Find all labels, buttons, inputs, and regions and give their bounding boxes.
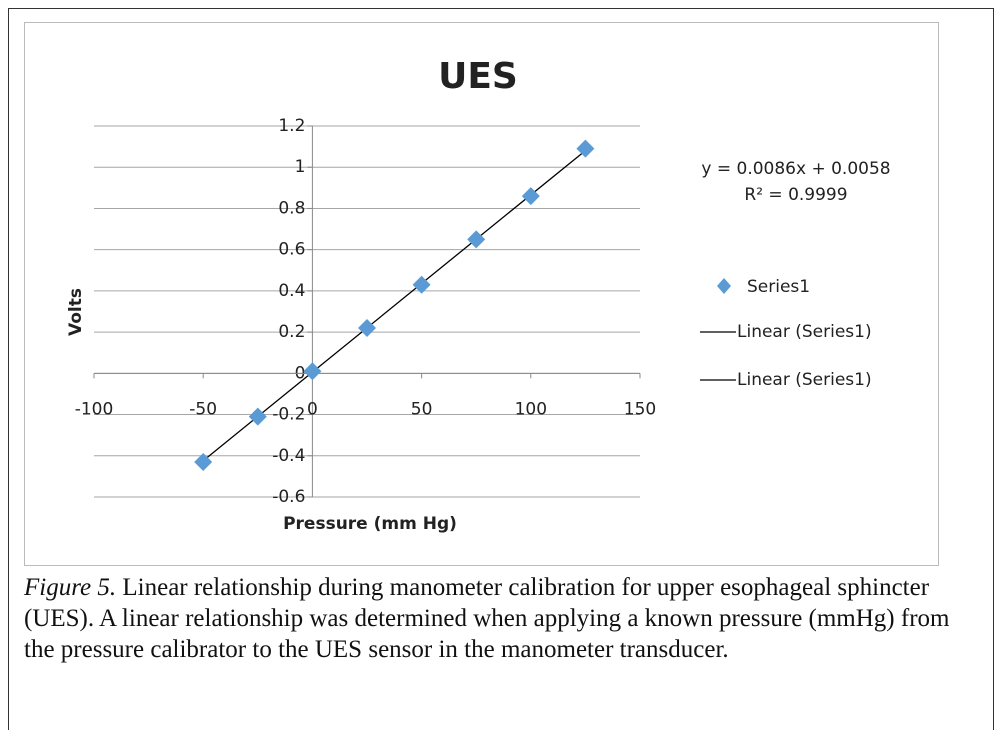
data-point xyxy=(576,139,595,158)
x-tick-label: -100 xyxy=(75,399,114,419)
y-tick-label: -0.4 xyxy=(272,446,305,466)
y-tick-label: 0.6 xyxy=(278,240,305,260)
caption-label: Figure 5. xyxy=(24,574,117,601)
caption-text: Linear relationship during manometer cal… xyxy=(24,574,950,663)
legend-label: Linear (Series1) xyxy=(737,322,872,342)
data-point xyxy=(358,318,376,337)
legend-marker xyxy=(717,278,731,294)
data-point xyxy=(412,275,431,294)
data-point xyxy=(467,230,486,249)
chart-area xyxy=(24,22,939,566)
data-point xyxy=(521,187,540,206)
caption: Figure 5. Linear relationship during man… xyxy=(24,572,954,665)
x-tick-label: 100 xyxy=(515,399,547,419)
legend-label: Linear (Series1) xyxy=(737,370,872,390)
y-axis-title: Volts xyxy=(66,288,86,336)
legend-label: Series1 xyxy=(747,277,810,297)
r-squared: R² = 0.9999 xyxy=(744,185,847,205)
x-tick-label: 150 xyxy=(624,399,656,419)
x-axis-title: Pressure (mm Hg) xyxy=(283,514,457,534)
frame xyxy=(8,8,994,730)
data-point xyxy=(303,362,322,381)
y-tick-label: 1 xyxy=(295,157,306,177)
y-tick-label: 0.2 xyxy=(278,322,305,342)
y-tick-label: 0.8 xyxy=(278,198,305,218)
y-tick-label: 0.4 xyxy=(278,281,305,301)
trendline-equation: y = 0.0086x + 0.0058 xyxy=(701,159,890,179)
y-tick-label: -0.6 xyxy=(272,487,305,507)
x-tick-label: 0 xyxy=(307,399,318,419)
y-tick-label: -0.2 xyxy=(272,405,305,425)
chart-title: UES xyxy=(438,56,518,97)
x-tick-label: -50 xyxy=(189,399,217,419)
y-tick-label: 1.2 xyxy=(278,116,305,136)
data-point xyxy=(248,407,267,426)
trendline xyxy=(202,150,586,462)
data-point xyxy=(194,452,213,471)
x-tick-label: 50 xyxy=(411,399,433,419)
